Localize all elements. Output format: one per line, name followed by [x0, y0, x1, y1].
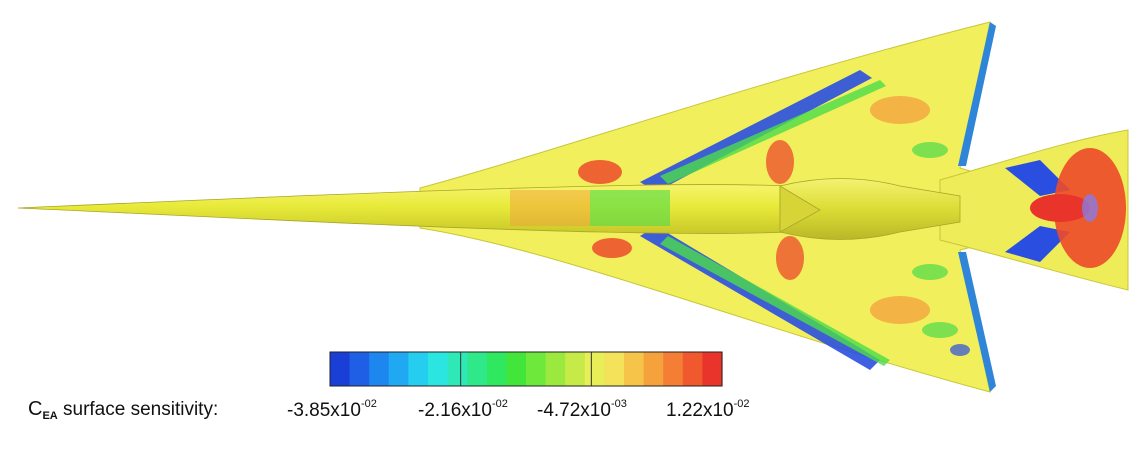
colorbar-swatch — [447, 352, 468, 386]
colorbar-swatch — [369, 352, 390, 386]
colorbar-swatch — [428, 352, 449, 386]
colorbar-swatch — [584, 352, 605, 386]
colorbar-swatch — [565, 352, 586, 386]
warm-patch-2 — [870, 296, 930, 324]
colorbar-swatch — [545, 352, 566, 386]
colorbar-border — [329, 351, 723, 387]
nacelle-inlet — [779, 185, 821, 233]
tail-blue-stripe-2 — [1005, 226, 1070, 262]
colorbar-tick-label-3: 1.22x10-02 — [666, 398, 750, 421]
blue-patch-1 — [950, 344, 970, 356]
hot-patch-2 — [592, 238, 632, 258]
colorbar-tick-label-0: -3.85x10-02 — [287, 398, 377, 421]
colorbar-swatch — [624, 352, 645, 386]
colorbar-tick-label-1: -2.16x10-02 — [418, 398, 508, 421]
fuselage-green-patch — [590, 190, 670, 226]
fuselage-warm-patch — [510, 190, 590, 226]
leading-edge-strip-bottom — [958, 252, 996, 392]
colorbar-swatch — [506, 352, 527, 386]
colorbar — [329, 351, 723, 387]
colorbar-swatch — [643, 352, 664, 386]
tail-hot-core — [1030, 194, 1090, 222]
colorbar-title: CEA surface sensitivity: — [28, 398, 219, 422]
green-patch-3 — [922, 322, 958, 338]
engine-nacelle — [779, 178, 961, 240]
colorbar-swatch — [604, 352, 625, 386]
green-patch-1 — [912, 142, 948, 158]
tail-blue-stripe-1 — [1005, 160, 1070, 196]
hot-patch-4 — [776, 236, 804, 280]
green-patch-2 — [912, 264, 948, 280]
leading-edge-strip-top — [958, 22, 996, 166]
colorbar-swatch — [526, 352, 547, 386]
colorbar-swatch — [682, 352, 703, 386]
colorbar-swatch — [408, 352, 429, 386]
warm-patch-1 — [870, 96, 930, 124]
sensitivity-band-green-upper — [660, 80, 886, 184]
sensitivity-band-green-lower — [660, 236, 890, 366]
hot-patch-3 — [766, 140, 794, 184]
colorbar-swatch — [663, 352, 684, 386]
colorbar-swatch — [388, 352, 409, 386]
colorbar-swatch — [467, 352, 488, 386]
nozzle-ring — [1082, 194, 1098, 222]
hot-patch-1 — [578, 160, 622, 184]
colorbar-swatch — [486, 352, 507, 386]
colorbar-tick-label-2: -4.72x10-03 — [537, 398, 627, 421]
colorbar-swatch — [702, 352, 723, 386]
fuselage — [17, 184, 791, 234]
colorbar-swatch — [349, 352, 370, 386]
colorbar-swatch — [330, 352, 351, 386]
